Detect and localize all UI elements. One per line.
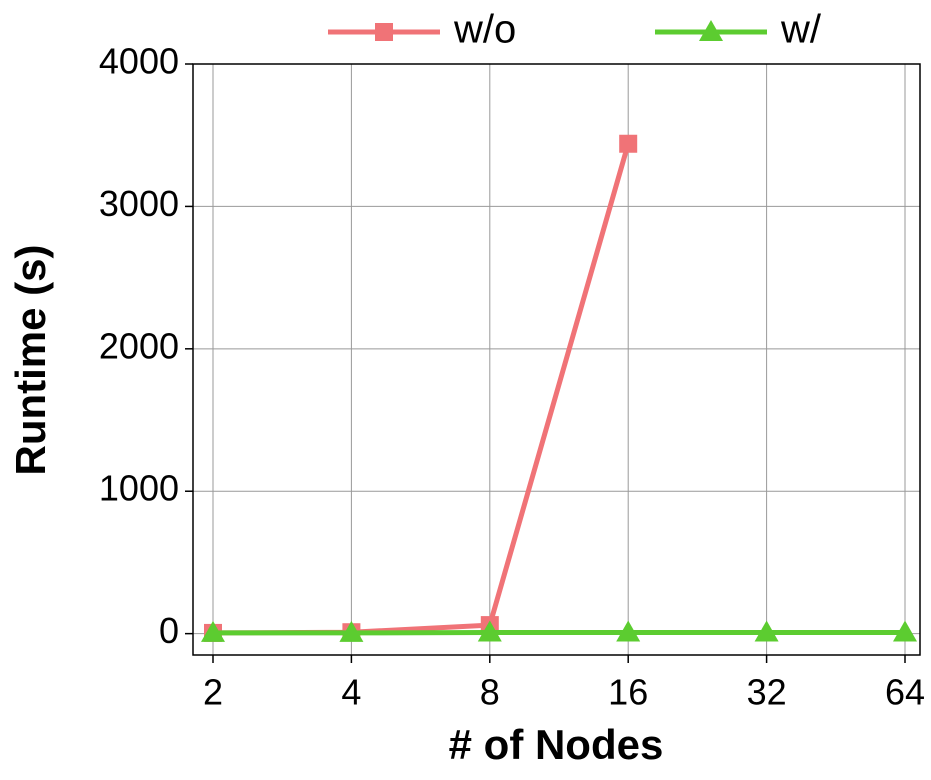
y-tick-label: 2000	[99, 325, 179, 366]
point	[616, 620, 641, 642]
y-tick-label: 0	[159, 610, 179, 651]
point	[201, 620, 225, 642]
x-tick-label: 32	[747, 672, 787, 713]
point	[375, 23, 393, 41]
point	[619, 134, 638, 153]
point	[339, 620, 364, 642]
legend-item: w/	[655, 8, 822, 52]
point	[754, 620, 779, 642]
legend-label: w/o	[453, 8, 516, 52]
x-tick-label: 2	[203, 672, 223, 713]
x-tick-label: 4	[341, 672, 361, 713]
plot-frame	[192, 63, 921, 656]
series-line	[212, 143, 631, 636]
legend-item: w/o	[328, 8, 516, 52]
point	[699, 20, 723, 41]
x-tick-label: 8	[480, 672, 500, 713]
y-tick-label: 1000	[99, 468, 179, 509]
legend-label: w/	[780, 8, 822, 52]
point	[477, 620, 502, 642]
x-axis-label: # of Nodes	[449, 721, 664, 768]
y-tick-label: 4000	[99, 41, 179, 82]
x-tick-label: 16	[608, 672, 648, 713]
y-axis-label: Runtime (s)	[7, 245, 54, 476]
point	[893, 620, 917, 642]
x-tick-label: 64	[885, 672, 925, 713]
y-tick-label: 3000	[99, 183, 179, 224]
